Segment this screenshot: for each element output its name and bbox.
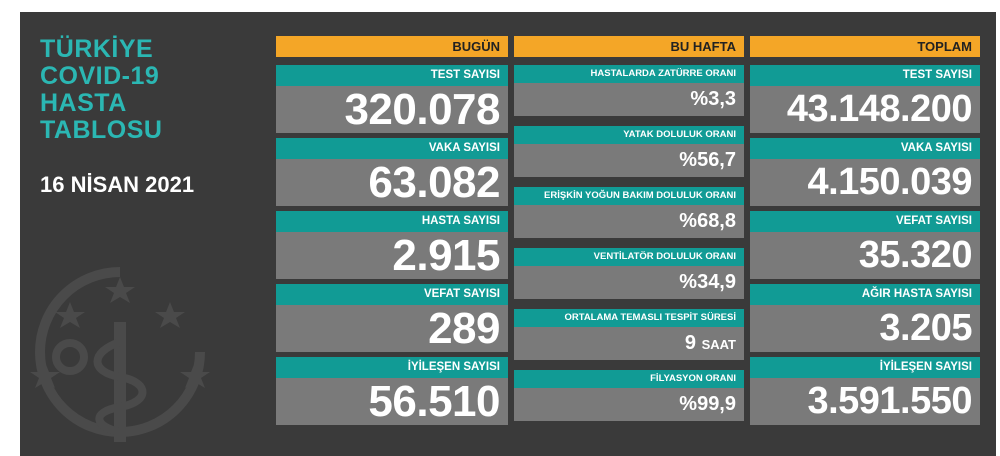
week-item-yogun-bakim: ERİŞKİN YOĞUN BAKIM DOLULUK ORANI %68,8 — [514, 187, 744, 238]
total-item-label: VEFAT SAYISI — [750, 211, 980, 232]
week-item-label: ORTALAMA TEMASLI TESPİT SÜRESİ — [514, 309, 744, 327]
today-item-iyilesen: İYİLEŞEN SAYISI 56.510 — [276, 357, 508, 425]
week-item-label: VENTİLATÖR DOLULUK ORANI — [514, 248, 744, 266]
week-item-yatak: YATAK DOLULUK ORANI %56,7 — [514, 126, 744, 177]
week-item-label: HASTALARDA ZATÜRRE ORANI — [514, 65, 744, 83]
today-item-value: 289 — [276, 305, 508, 352]
week-item-value-text: %68,8 — [679, 210, 736, 232]
today-item-value: 63.082 — [276, 159, 508, 206]
week-item-value: %68,8 — [514, 205, 744, 238]
ministry-emblem-icon — [30, 267, 210, 442]
week-item-label: YATAK DOLULUK ORANI — [514, 126, 744, 144]
week-item-value-text: %34,9 — [679, 271, 736, 293]
total-item-value: 35.320 — [750, 232, 980, 279]
total-item-label: İYİLEŞEN SAYISI — [750, 357, 980, 378]
total-header: TOPLAM — [750, 36, 980, 57]
week-item-ventilator: VENTİLATÖR DOLULUK ORANI %34,9 — [514, 248, 744, 299]
today-item-label: HASTA SAYISI — [276, 211, 508, 232]
total-item-value: 3.205 — [750, 305, 980, 352]
total-item-iyilesen: İYİLEŞEN SAYISI 3.591.550 — [750, 357, 980, 425]
week-item-value: %3,3 — [514, 83, 744, 116]
today-item-value: 2.915 — [276, 232, 508, 279]
week-item-value-text: %3,3 — [690, 88, 736, 110]
total-item-label: TEST SAYISI — [750, 65, 980, 86]
today-item-test: TEST SAYISI 320.078 — [276, 65, 508, 133]
week-item-value: %99,9 — [514, 388, 744, 421]
total-item-vaka: VAKA SAYISI 4.150.039 — [750, 138, 980, 206]
total-item-value: 43.148.200 — [750, 86, 980, 133]
week-item-value: 9 SAAT — [514, 327, 744, 360]
today-item-label: TEST SAYISI — [276, 65, 508, 86]
week-item-label: ERİŞKİN YOĞUN BAKIM DOLULUK ORANI — [514, 187, 744, 205]
today-item-value: 320.078 — [276, 86, 508, 133]
total-item-test: TEST SAYISI 43.148.200 — [750, 65, 980, 133]
today-item-vefat: VEFAT SAYISI 289 — [276, 284, 508, 352]
week-item-value: %34,9 — [514, 266, 744, 299]
week-item-temasli: ORTALAMA TEMASLI TESPİT SÜRESİ 9 SAAT — [514, 309, 744, 360]
today-item-hasta: HASTA SAYISI 2.915 — [276, 211, 508, 279]
total-column: TOPLAM TEST SAYISI 43.148.200 VAKA SAYIS… — [750, 36, 980, 446]
total-item-vefat: VEFAT SAYISI 35.320 — [750, 211, 980, 279]
week-item-value-text: %56,7 — [679, 149, 736, 171]
report-date: 16 NİSAN 2021 — [40, 172, 195, 197]
week-item-value-text: %99,9 — [679, 393, 736, 415]
week-column: BU HAFTA HASTALARDA ZATÜRRE ORANI %3,3 Y… — [514, 36, 744, 446]
week-header: BU HAFTA — [514, 36, 744, 57]
today-column: BUGÜN TEST SAYISI 320.078 VAKA SAYISI 63… — [276, 36, 508, 446]
total-item-value: 3.591.550 — [750, 378, 980, 425]
week-item-value-text: 9 — [684, 332, 696, 354]
total-item-label: AĞIR HASTA SAYISI — [750, 284, 980, 305]
week-item-value: %56,7 — [514, 144, 744, 177]
today-item-label: VAKA SAYISI — [276, 138, 508, 159]
today-header: BUGÜN — [276, 36, 508, 57]
page-title: TÜRKİYE COVID-19 HASTA TABLOSU — [40, 35, 163, 144]
total-item-label: VAKA SAYISI — [750, 138, 980, 159]
today-item-label: İYİLEŞEN SAYISI — [276, 357, 508, 378]
total-item-value: 4.150.039 — [750, 159, 980, 206]
total-item-agir-hasta: AĞIR HASTA SAYISI 3.205 — [750, 284, 980, 352]
week-item-zaturre: HASTALARDA ZATÜRRE ORANI %3,3 — [514, 65, 744, 116]
today-item-vaka: VAKA SAYISI 63.082 — [276, 138, 508, 206]
covid-table-panel: TÜRKİYE COVID-19 HASTA TABLOSU 16 NİSAN … — [20, 12, 996, 456]
week-item-filyasyon: FİLYASYON ORANI %99,9 — [514, 370, 744, 421]
week-item-label: FİLYASYON ORANI — [514, 370, 744, 388]
today-item-label: VEFAT SAYISI — [276, 284, 508, 305]
week-item-unit: SAAT — [701, 337, 736, 352]
today-item-value: 56.510 — [276, 378, 508, 425]
